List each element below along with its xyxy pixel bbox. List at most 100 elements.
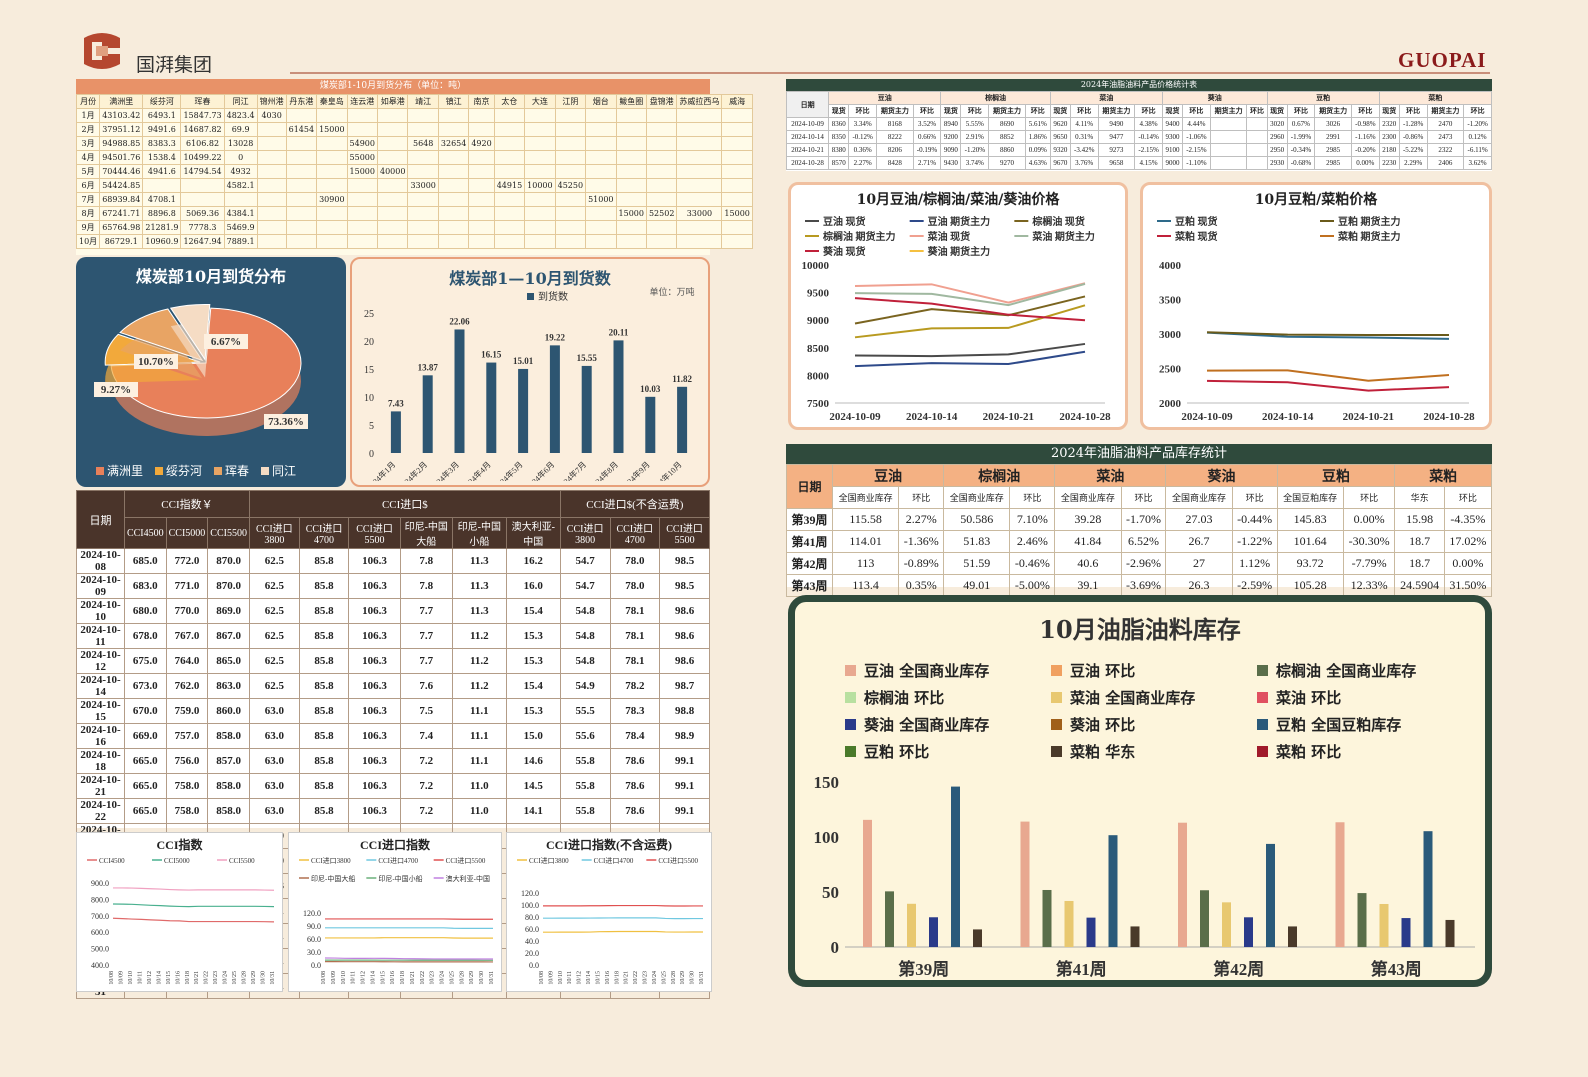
coal-cell — [721, 150, 753, 165]
oil-cell: -0.14% — [1134, 130, 1163, 144]
x-tick-label: 2024年7月 — [556, 459, 589, 481]
cci-cell: 99.1 — [659, 748, 710, 774]
mini-chart-panel: CCI进口指数(不含运费) CCI进口3800 CCI进口4700 CCI进口5500… — [506, 832, 712, 992]
legend-item: 豆油 环比 — [1051, 660, 1257, 687]
inv-row: 第42周 113 -0.89% 51.59 -0.46% 40.6 -2.96% 27 1.12… — [785, 552, 1493, 575]
coal-cell — [524, 136, 556, 151]
cci-cell: 772.0 — [165, 548, 209, 574]
coal-cell: 0 — [223, 150, 258, 165]
cci-cell: 15.4 — [505, 598, 561, 624]
oil-cell: 8168 — [876, 117, 914, 131]
pie-label-bg — [204, 334, 248, 349]
coal-cell — [645, 136, 678, 151]
coal-cell: 10000 — [524, 178, 556, 193]
cci-cell: 865.0 — [207, 648, 250, 674]
coal-cell: 8896.8 — [142, 206, 182, 221]
bar-data-label: 13.87 — [418, 362, 439, 372]
bar — [1379, 903, 1389, 947]
y-tick-label: 5 — [369, 421, 374, 432]
legend-label: 满洲里 — [107, 464, 144, 478]
coal-header-cell: 连云港 — [346, 94, 378, 109]
oil-group-header: 棕榈油 — [940, 91, 1051, 105]
oil-cell: 2985 — [1314, 143, 1352, 157]
y-tick-label: 20 — [364, 337, 374, 348]
coal-cell: 4708.1 — [142, 192, 182, 207]
coal-cell — [615, 108, 647, 123]
coal-cell — [676, 178, 723, 193]
legend-swatch — [1051, 665, 1062, 676]
inv-sub-header: 全国商业库存 — [1165, 486, 1233, 509]
brand-en: GUOPAI — [1398, 48, 1487, 72]
coal-header-cell: 秦皇岛 — [316, 94, 348, 109]
oil-sub-header: 期货主力 — [1314, 104, 1352, 118]
legend-swatch — [845, 719, 856, 730]
coal-cell — [285, 220, 318, 235]
oil-cell: -0.20% — [1350, 143, 1380, 157]
coal-cell: 32654 — [437, 136, 470, 151]
x-tick-label: 10/11 — [137, 971, 143, 984]
legend-label: 豆粕 全国豆粕库存 — [1276, 716, 1402, 734]
cci-cell: 685.0 — [123, 548, 167, 574]
cci-row: 2024-10-18 665.0 756.0 857.0 63.0 85.8 106.3 7.… — [76, 748, 710, 774]
logo — [80, 30, 124, 72]
inv-cell: 113 — [832, 552, 900, 575]
x-tick-label: 2024-10-14 — [1262, 411, 1314, 423]
x-tick-label: 10/10 — [558, 971, 564, 985]
cci-cell: 670.0 — [123, 698, 167, 724]
coal-cell: 94501.76 — [99, 150, 144, 165]
y-tick-label: 15 — [364, 365, 374, 376]
oil-sub-header: 环比 — [1350, 104, 1380, 118]
cci-cell: 11.3 — [451, 598, 507, 624]
inv-cell: 27.03 — [1165, 508, 1233, 531]
cci-group-header: CCI指数￥ — [123, 490, 250, 518]
bar — [1357, 893, 1367, 947]
coal-cell — [285, 234, 318, 249]
oil-cell: -1.10% — [1182, 156, 1211, 170]
y-tick-label: 0 — [369, 449, 374, 460]
bar-data-label: 20.11 — [609, 327, 629, 337]
oil-cell — [1209, 130, 1248, 144]
bar-data-label: 16.15 — [481, 350, 502, 360]
y-tick-label: 400.0 — [91, 961, 109, 970]
mini-chart-title: CCI进口指数 — [360, 837, 431, 852]
cci-cell: 85.8 — [298, 573, 350, 599]
coal-cell — [316, 234, 348, 249]
bar — [1178, 822, 1187, 947]
inv-cell: 1.12% — [1231, 552, 1278, 575]
coal-cell — [493, 122, 526, 137]
coal-cell — [493, 136, 526, 151]
bar — [518, 368, 529, 453]
series-line — [1206, 379, 1450, 392]
inv-cell: 第39周 — [785, 508, 834, 531]
oil-cell: 9430 — [940, 156, 962, 170]
cci-cell: 98.8 — [659, 698, 710, 724]
cci-cell: 62.5 — [248, 573, 300, 599]
y-tick-label: 800.0 — [91, 895, 109, 904]
coal-cell — [554, 108, 587, 123]
cci-cell: 54.8 — [559, 598, 611, 624]
inv-cell: 6.52% — [1120, 530, 1167, 553]
inv-cell: 105.28 — [1276, 574, 1344, 597]
cci-cell: 11.2 — [451, 648, 507, 674]
coal-cell — [554, 192, 587, 207]
y-tick-label: 8000 — [807, 370, 830, 382]
oil-cell: 4.44% — [1182, 117, 1211, 131]
bar — [581, 365, 592, 453]
mini-chart-title: CCI进口指数(不含运费) — [546, 837, 672, 852]
cci-cell: 62.5 — [248, 673, 300, 699]
coal-cell — [437, 220, 470, 235]
oil-cell: 2960 — [1266, 130, 1288, 144]
coal-cell — [676, 108, 723, 123]
coal-cell: 9月 — [75, 220, 101, 235]
coal-cell: 54900 — [346, 136, 378, 151]
inv-cell: 0.35% — [898, 574, 945, 597]
coal-row: 4月 94501.76 1538.4 10499.22 0 55000 — [75, 150, 753, 165]
cci-cell: 2024-10-11 — [76, 623, 125, 649]
inv-cell: 18.7 — [1394, 552, 1445, 575]
coal-cell — [585, 150, 617, 165]
coal-cell: 9491.6 — [142, 122, 182, 137]
cci-cell: 16.0 — [505, 573, 561, 599]
oil-sub-header: 期货主力 — [1426, 104, 1465, 118]
x-tick-label: 10/18 — [400, 971, 406, 985]
